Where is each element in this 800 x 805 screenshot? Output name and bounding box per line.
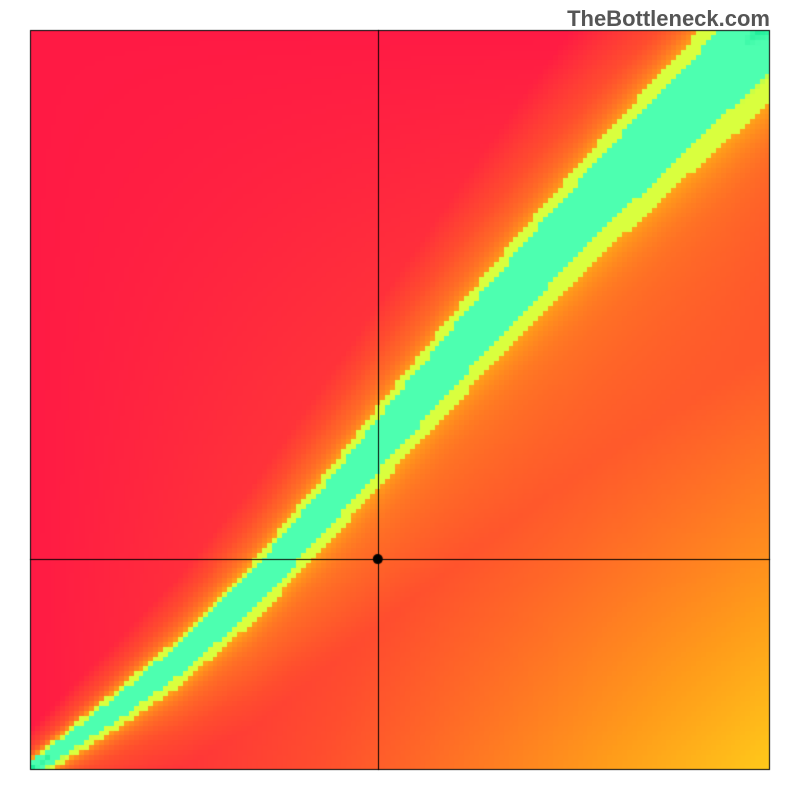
crosshair-overlay	[0, 0, 800, 800]
watermark-text: TheBottleneck.com	[567, 6, 770, 32]
heatmap-chart	[0, 0, 800, 805]
